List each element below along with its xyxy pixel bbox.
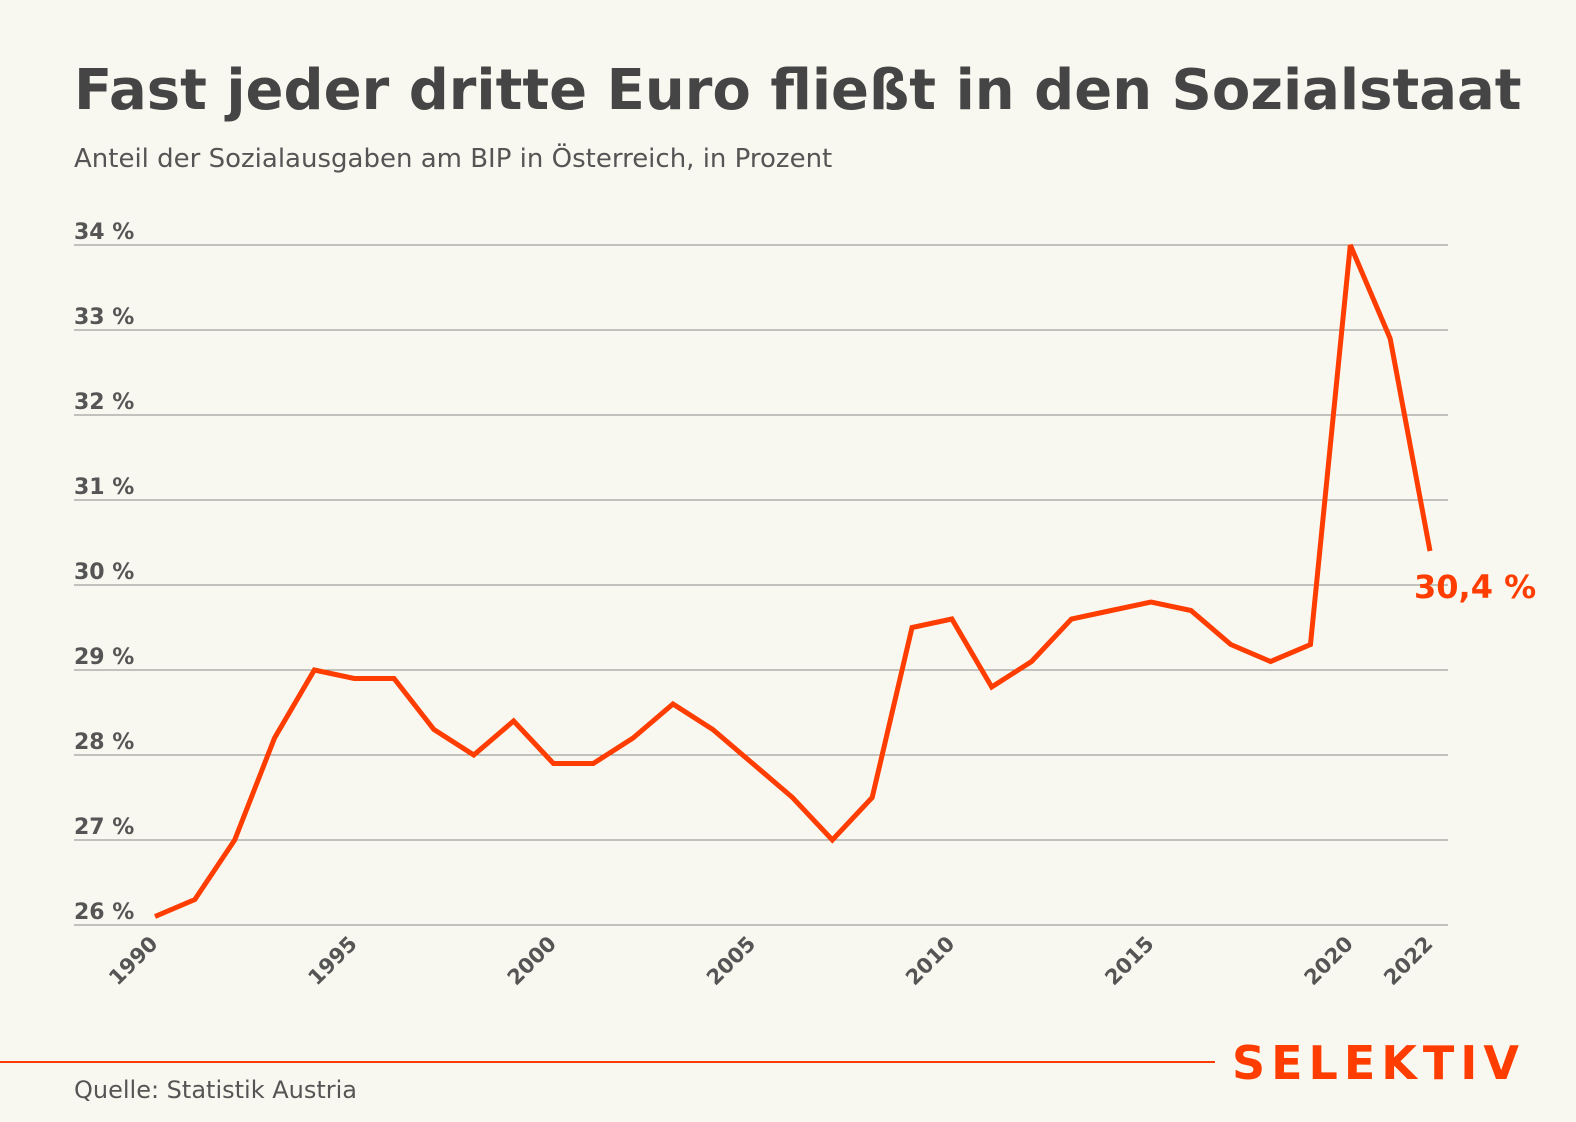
end-value-label: 30,4 % xyxy=(1414,568,1536,606)
x-tick-label: 1995 xyxy=(303,932,361,990)
y-tick-label: 28 % xyxy=(74,730,134,755)
x-tick-label: 2010 xyxy=(901,932,959,990)
y-tick-label: 26 % xyxy=(74,900,134,925)
y-tick-label: 30 % xyxy=(74,560,134,585)
x-tick-label: 2000 xyxy=(503,932,561,990)
chart-subtitle: Anteil der Sozialausgaben am BIP in Öste… xyxy=(74,144,833,174)
y-tick-label: 34 % xyxy=(74,220,134,245)
source-note: Quelle: Statistik Austria xyxy=(74,1076,358,1104)
y-tick-label: 29 % xyxy=(74,645,134,670)
y-tick-label: 33 % xyxy=(74,305,134,330)
data-line xyxy=(154,244,1433,919)
selektiv-logo: SELEKTIV xyxy=(1232,1036,1526,1090)
x-tick-label: 2005 xyxy=(702,932,760,990)
x-tick-label: 1990 xyxy=(104,932,162,990)
x-tick-label: 2022 xyxy=(1379,932,1437,990)
y-tick-label: 27 % xyxy=(74,815,134,840)
chart-title: Fast jeder dritte Euro fließt in den Soz… xyxy=(74,58,1522,123)
x-tick-label: 2020 xyxy=(1300,932,1358,990)
x-tick-label: 2015 xyxy=(1100,932,1158,990)
y-tick-label: 31 % xyxy=(74,475,134,500)
footer-divider xyxy=(0,1061,1215,1063)
y-tick-label: 32 % xyxy=(74,390,134,415)
